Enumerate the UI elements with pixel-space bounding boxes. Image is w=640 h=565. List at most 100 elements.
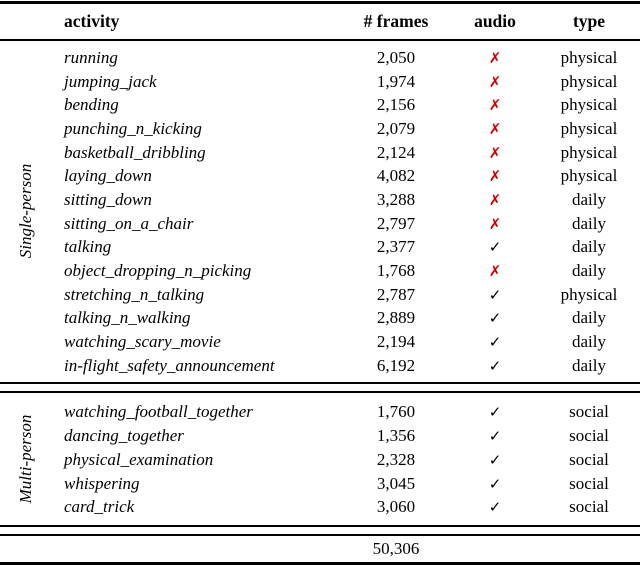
activity-cell: talking_n_walking (64, 308, 191, 328)
header-rule (0, 39, 640, 41)
audio-mark: ✓ (488, 356, 502, 375)
activity-cell: object_dropping_n_picking (64, 261, 252, 281)
activity-cell: in-flight_safety_announcement (64, 355, 275, 375)
table-row: physical_examination 2,328 ✓ social (52, 448, 640, 472)
table-row: sitting_down 3,288 ✗ daily (52, 188, 640, 212)
type-cell: physical (560, 284, 618, 304)
section-rows: watching_football_together 1,760 ✓ socia… (52, 393, 640, 525)
audio-cell: ✗ (452, 143, 538, 163)
header-frames: # frames (363, 11, 429, 31)
audio-mark: ✓ (488, 285, 502, 304)
activity-cell: sitting_on_a_chair (64, 213, 194, 233)
frames-cell: 4,082 (376, 166, 416, 186)
type-cell: social (569, 449, 609, 469)
frames-cell: 2,377 (376, 237, 416, 257)
activity-cell: watching_scary_movie (64, 332, 221, 352)
type-cell: daily (572, 261, 606, 281)
table-row: punching_n_kicking 2,079 ✗ physical (52, 117, 640, 141)
audio-cell: ✓ (452, 497, 538, 517)
frames-cell: 3,045 (376, 473, 416, 493)
top-rule (0, 1, 640, 4)
activity-cell: card_trick (64, 497, 135, 517)
frames-cell: 2,194 (376, 332, 416, 352)
activity-cell: running (64, 47, 118, 67)
table-body: Single-person running 2,050 ✗ physical j… (0, 41, 640, 525)
type-cell: social (569, 473, 609, 493)
table-section: Multi-person watching_football_together … (0, 393, 640, 525)
section-separator-rule (0, 381, 640, 393)
audio-mark: ✗ (488, 190, 502, 209)
frames-cell: 2,889 (376, 308, 416, 328)
table-row: watching_football_together 1,760 ✓ socia… (52, 401, 640, 425)
activity-cell: stretching_n_talking (64, 284, 205, 304)
frames-cell: 2,328 (376, 449, 416, 469)
type-cell: social (569, 426, 609, 446)
table-row: watching_scary_movie 2,194 ✓ daily (52, 330, 640, 354)
audio-cell: ✓ (452, 237, 538, 257)
audio-cell: ✓ (452, 308, 538, 328)
frames-cell: 1,760 (376, 402, 416, 422)
table-row: stretching_n_talking 2,787 ✓ physical (52, 283, 640, 307)
header-activity: activity (64, 11, 120, 31)
frames-cell: 2,797 (376, 213, 416, 233)
table-row: whispering 3,045 ✓ social (52, 472, 640, 496)
frames-cell: 2,156 (376, 95, 416, 115)
activity-cell: watching_football_together (64, 402, 253, 422)
audio-mark: ✓ (488, 474, 502, 493)
type-cell: physical (560, 118, 618, 138)
type-cell: physical (560, 47, 618, 67)
type-cell: physical (560, 95, 618, 115)
type-cell: daily (572, 237, 606, 257)
audio-mark: ✓ (488, 450, 502, 469)
activity-cell: whispering (64, 473, 140, 493)
table-row: basketball_dribbling 2,124 ✗ physical (52, 141, 640, 165)
audio-mark: ✗ (488, 262, 502, 281)
audio-cell: ✓ (452, 402, 538, 422)
type-cell: physical (560, 142, 618, 162)
type-cell: daily (572, 189, 606, 209)
audio-cell: ✗ (452, 48, 538, 68)
audio-cell: ✗ (452, 95, 538, 115)
type-cell: daily (572, 213, 606, 233)
audio-mark: ✗ (488, 96, 502, 115)
audio-mark: ✗ (488, 143, 502, 162)
section-label-column: Single-person (0, 41, 52, 382)
frames-cell: 1,768 (376, 261, 416, 281)
table-header-row: activity # frames audio type (0, 4, 640, 39)
section-rows: running 2,050 ✗ physical jumping_jack 1,… (52, 41, 640, 382)
audio-mark: ✗ (488, 119, 502, 138)
audio-mark: ✓ (488, 427, 502, 446)
audio-mark: ✗ (488, 214, 502, 233)
frames-cell: 6,192 (376, 355, 416, 375)
audio-cell: ✓ (452, 426, 538, 446)
table-row: talking 2,377 ✓ daily (52, 236, 640, 260)
activity-cell: punching_n_kicking (64, 118, 202, 138)
type-cell: physical (560, 166, 618, 186)
audio-cell: ✓ (452, 332, 538, 352)
total-frames: 50,306 (372, 539, 420, 559)
table-row: dancing_together 1,356 ✓ social (52, 424, 640, 448)
total-separator-rule (0, 525, 640, 537)
frames-cell: 1,974 (376, 71, 416, 91)
activity-cell: laying_down (64, 166, 152, 186)
frames-cell: 2,079 (376, 118, 416, 138)
audio-mark: ✓ (488, 333, 502, 352)
activity-cell: dancing_together (64, 426, 184, 446)
table-row: object_dropping_n_picking 1,768 ✗ daily (52, 259, 640, 283)
type-cell: social (569, 497, 609, 517)
activity-cell: physical_examination (64, 449, 214, 469)
table-row: laying_down 4,082 ✗ physical (52, 164, 640, 188)
table-row: sitting_on_a_chair 2,797 ✗ daily (52, 212, 640, 236)
activity-cell: talking (64, 237, 112, 257)
frames-cell: 3,288 (376, 189, 416, 209)
type-cell: social (569, 402, 609, 422)
audio-cell: ✗ (452, 119, 538, 139)
table-row: running 2,050 ✗ physical (52, 46, 640, 70)
type-cell: physical (560, 71, 618, 91)
type-cell: daily (572, 332, 606, 352)
total-row: 50,306 (0, 536, 640, 562)
audio-mark: ✓ (488, 403, 502, 422)
header-audio: audio (474, 11, 516, 31)
audio-mark: ✓ (488, 498, 502, 517)
